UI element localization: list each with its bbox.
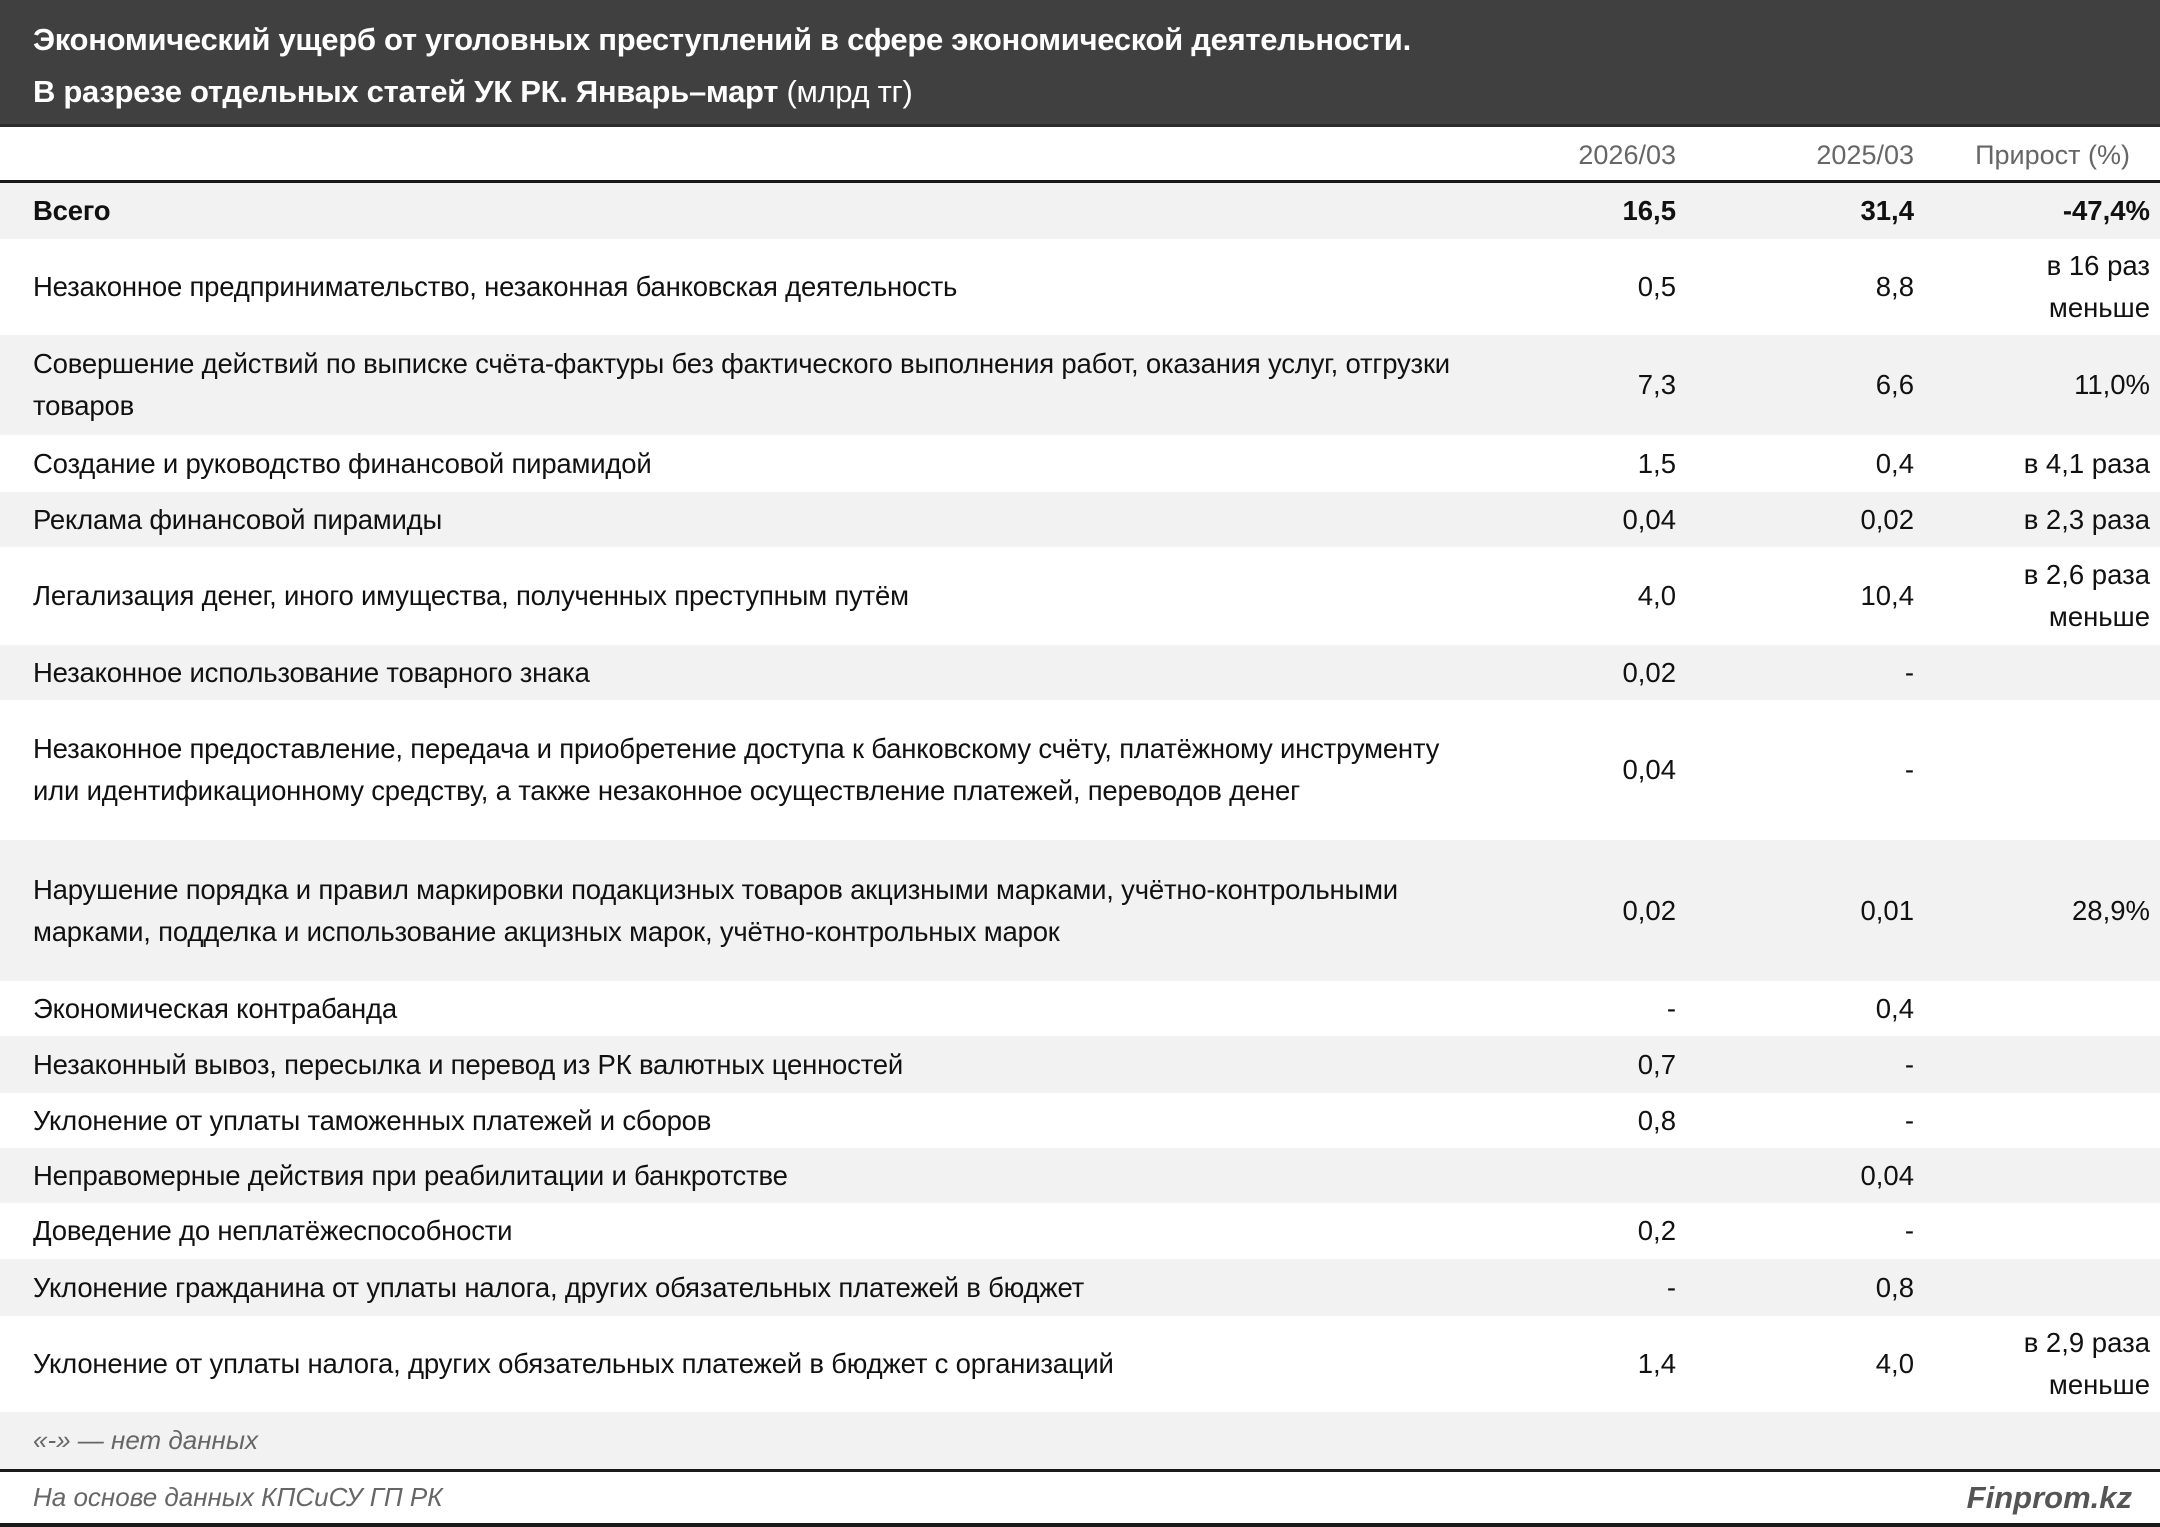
cell-2025: 0,02 (1860, 503, 1914, 535)
table-row: Доведение до неплатёжеспособности 0,2 - (0, 1203, 2160, 1259)
table-row: Уклонение от уплаты таможенных платежей … (0, 1093, 2160, 1148)
cell-growth: 11,0% (2074, 369, 2150, 400)
row-label: Уклонение гражданина от уплаты налога, д… (33, 1271, 1085, 1303)
cell-2025: 0,01 (1860, 894, 1914, 926)
cell-2025: 6,6 (1875, 369, 1914, 400)
title-unit: (млрд тг) (786, 74, 913, 109)
cell-2025: - (1904, 656, 1914, 688)
table-row: Уклонение от уплаты налога, других обяза… (0, 1316, 2160, 1412)
row-label: Экономическая контрабанда (33, 992, 397, 1024)
row-label: Незаконный вывоз, пересылка и перевод из… (33, 1048, 904, 1080)
row-label: Уклонение от уплаты таможенных платежей … (33, 1104, 712, 1136)
row-label: Незаконное использование товарного знака (33, 656, 590, 688)
cell-2026: 0,7 (1637, 1048, 1676, 1080)
footer: На основе данных КПСиСУ ГП РК Finprom.kz (0, 1469, 2160, 1527)
table-row: Незаконное использование товарного знака… (0, 645, 2160, 700)
table-row: Незаконное предоставление, передача и пр… (0, 700, 2160, 840)
cell-2026: 0,02 (1622, 894, 1676, 926)
row-label: Всего (33, 195, 111, 226)
cell-2026: 0,5 (1637, 271, 1676, 302)
table-row: Неправомерные действия при реабилитации … (0, 1148, 2160, 1203)
column-header-2025: 2025/03 (1816, 140, 1914, 170)
cell-2025: 0,8 (1875, 1271, 1914, 1303)
cell-2026: 0,04 (1622, 503, 1676, 535)
table-row: Экономическая контрабанда - 0,4 (0, 981, 2160, 1036)
row-label: Уклонение от уплаты налога, других обяза… (33, 1348, 1114, 1379)
row-label: Неправомерные действия при реабилитации … (33, 1159, 788, 1191)
table-row: Реклама финансовой пирамиды 0,04 0,02 в … (0, 492, 2160, 547)
title-line-1: Экономический ущерб от уголовных преступ… (33, 22, 1411, 57)
table-row: Создание и руководство финансовой пирами… (0, 435, 2160, 492)
table-row: Легализация денег, иного имущества, полу… (0, 547, 2160, 645)
cell-2026 (1456, 1148, 1676, 1203)
note-row: «-» — нет данных (0, 1412, 2160, 1469)
cell-2025: - (1904, 754, 1914, 785)
cell-growth: 28,9% (2072, 894, 2150, 926)
cell-2025: - (1904, 1048, 1914, 1080)
cell-2026: 0,04 (1622, 754, 1676, 785)
row-label: Доведение до неплатёжеспособности (33, 1215, 513, 1246)
cell-2025: 8,8 (1875, 271, 1914, 302)
cell-2026: 4,0 (1637, 580, 1676, 611)
cell-2026: 0,2 (1637, 1215, 1676, 1246)
row-label: Создание и руководство финансовой пирами… (33, 447, 652, 479)
cell-2026: 1,5 (1637, 447, 1676, 479)
table-row: Незаконное предпринимательство, незаконн… (0, 239, 2160, 335)
row-label: Незаконное предоставление, передача и пр… (33, 733, 1440, 806)
table-row-total: Всего 16,5 31,4 -47,4% (0, 183, 2160, 239)
cell-2025: 31,4 (1860, 195, 1914, 226)
cell-2025: 0,4 (1875, 447, 1914, 479)
cell-2026: 0,02 (1622, 656, 1676, 688)
row-label: Незаконное предпринимательство, незаконн… (33, 271, 958, 302)
title-line-2: В разрезе отдельных статей УК РК. Январь… (33, 66, 2160, 118)
table-row: Незаконный вывоз, пересылка и перевод из… (0, 1036, 2160, 1093)
cell-2025: - (1904, 1104, 1914, 1136)
table-header-row: 2026/03 2025/03 Прирост (%) (0, 127, 2160, 183)
brand-logo: Finprom.kz (1966, 1479, 2132, 1515)
cell-2025: 4,0 (1875, 1348, 1914, 1379)
cell-growth: в 2,6 раза меньше (2023, 559, 2150, 632)
cell-growth: -47,4% (2062, 195, 2150, 226)
table-row: Совершение действий по выписке счёта-фак… (0, 335, 2160, 435)
cell-2026: - (1666, 992, 1676, 1024)
cell-growth: в 16 раз меньше (2046, 250, 2150, 323)
cell-2025: 0,04 (1860, 1159, 1914, 1191)
title-subtitle: В разрезе отдельных статей УК РК. Январь… (33, 74, 787, 109)
cell-growth: в 4,1 раза (2023, 447, 2150, 479)
cell-2026: 7,3 (1637, 369, 1676, 400)
no-data-note: «-» — нет данных (33, 1425, 258, 1455)
column-header-2026: 2026/03 (1578, 140, 1676, 170)
cell-2026: 1,4 (1637, 1348, 1676, 1379)
cell-growth: в 2,9 раза меньше (2023, 1327, 2150, 1400)
column-header-growth: Прирост (%) (1975, 140, 2130, 170)
table-row: Уклонение гражданина от уплаты налога, д… (0, 1259, 2160, 1316)
row-label: Реклама финансовой пирамиды (33, 503, 443, 535)
cell-2026: - (1666, 1271, 1676, 1303)
cell-2025: 0,4 (1875, 992, 1914, 1024)
row-label: Легализация денег, иного имущества, полу… (33, 580, 909, 611)
cell-2026: 0,8 (1637, 1104, 1676, 1136)
cell-2026: 16,5 (1622, 195, 1676, 226)
cell-2025: - (1904, 1215, 1914, 1246)
table-row: Нарушение порядка и правил маркировки по… (0, 840, 2160, 981)
title-bar: Экономический ущерб от уголовных преступ… (0, 0, 2160, 127)
row-label: Совершение действий по выписке счёта-фак… (33, 348, 1450, 421)
cell-2025: 10,4 (1860, 580, 1914, 611)
row-label: Нарушение порядка и правил маркировки по… (33, 873, 1398, 947)
source-text: На основе данных КПСиСУ ГП РК (33, 1482, 443, 1512)
cell-growth: в 2,3 раза (2023, 503, 2150, 535)
